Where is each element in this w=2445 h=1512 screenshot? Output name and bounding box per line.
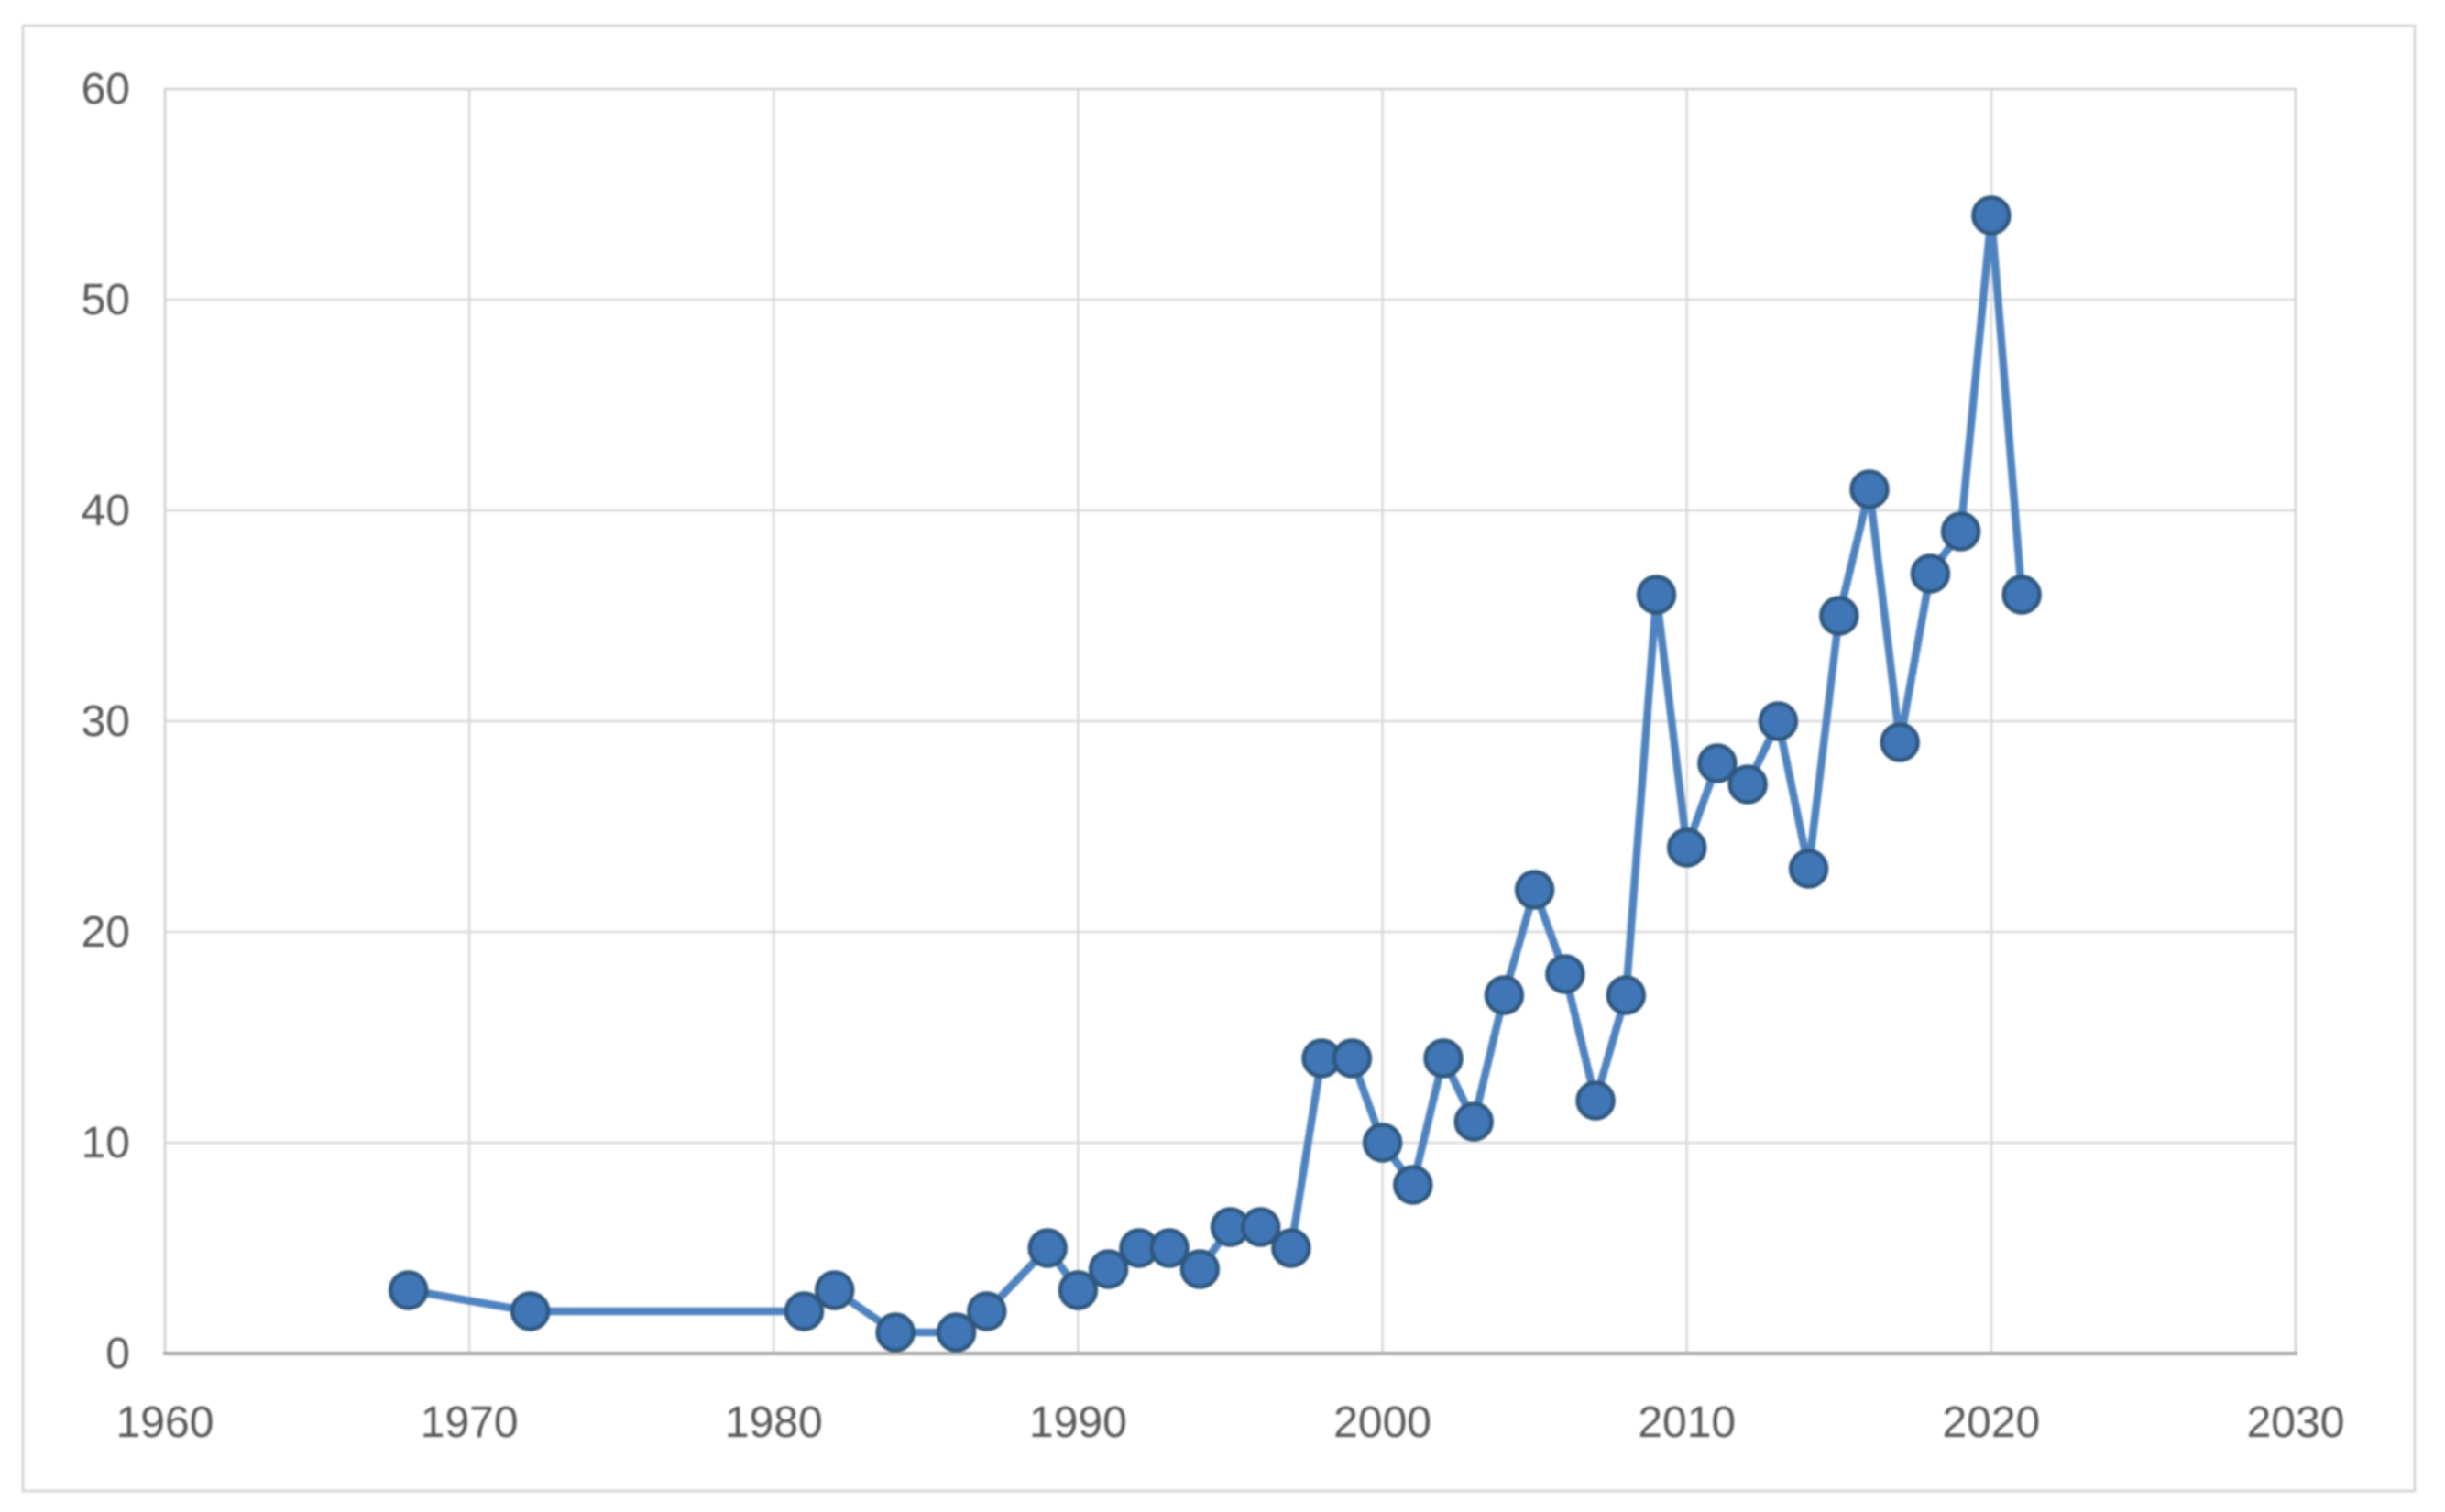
data-point [2001,575,2042,615]
x-tick-label: 1970 [421,1398,519,1447]
x-tick-label: 2010 [1638,1398,1736,1447]
y-tick-label: 50 [82,276,130,324]
data-point [1666,827,1707,868]
data-point [1606,975,1647,1015]
data-point [814,1270,855,1310]
data-point [1240,1207,1281,1247]
data-point [1910,553,1951,594]
data-point [1971,195,2012,236]
data-point [388,1270,429,1310]
x-tick-label: 2000 [1333,1398,1431,1447]
data-point [1849,469,1890,509]
x-tick-label: 2020 [1942,1398,2040,1447]
data-point [1362,1123,1403,1163]
y-tick-label: 60 [82,65,130,114]
x-tick-label: 2030 [2247,1398,2345,1447]
y-tick-label: 10 [82,1119,130,1167]
y-tick-label: 40 [82,487,130,535]
data-point [1514,870,1555,910]
data-point [967,1291,1007,1331]
data-point [1484,975,1525,1015]
data-point [1271,1228,1311,1268]
y-tick-label: 0 [105,1330,130,1378]
data-point [1880,722,1920,762]
data-point [1423,1038,1464,1079]
data-point [1788,849,1829,889]
x-tick-label: 1980 [725,1398,823,1447]
data-point [1636,575,1677,615]
x-tick-label: 1960 [116,1398,214,1447]
data-point [1149,1228,1190,1268]
data-point [1819,596,1859,636]
data-point [1393,1165,1433,1205]
data-point [1088,1249,1129,1289]
data-point [510,1291,551,1331]
y-tick-label: 20 [82,908,130,957]
data-point [1940,511,1981,552]
data-point [1727,764,1768,805]
data-point [1575,1080,1616,1121]
data-point [1179,1249,1221,1289]
data-point [1758,701,1799,741]
data-point [1332,1038,1373,1079]
y-tick-label: 30 [82,697,130,746]
x-tick-label: 1990 [1029,1398,1127,1447]
data-point [1453,1101,1494,1142]
data-point [784,1291,825,1331]
data-point [1027,1228,1068,1268]
data-point [875,1312,916,1353]
data-point [1058,1270,1099,1310]
data-point [1697,743,1738,783]
data-point [1545,954,1585,994]
series-line [404,211,2026,1337]
data-point [936,1312,977,1353]
